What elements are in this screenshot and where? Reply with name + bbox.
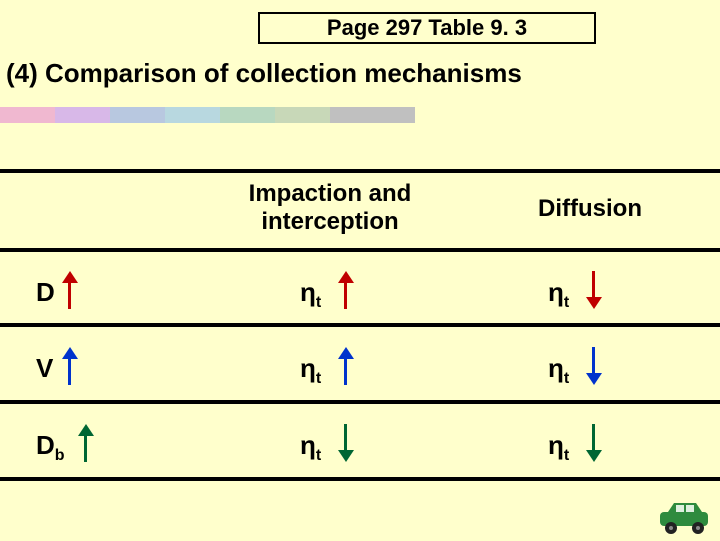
table-cell: ηt xyxy=(548,277,569,312)
row-header: V xyxy=(36,353,53,384)
down-arrow-icon xyxy=(588,424,600,462)
car-icon xyxy=(656,500,716,536)
table-cell: ηt xyxy=(300,430,321,465)
section-title: (4) Comparison of collection mechanisms xyxy=(6,58,522,89)
column-header: Impaction andinterception xyxy=(200,180,460,236)
underline-segment xyxy=(385,107,415,123)
row-header: D xyxy=(36,277,55,308)
table-rule xyxy=(0,477,720,481)
table-rule xyxy=(0,323,720,327)
column-header: Diffusion xyxy=(510,195,670,223)
title-underline xyxy=(0,107,415,123)
up-arrow-icon xyxy=(64,347,76,385)
page-reference: Page 297 Table 9. 3 xyxy=(258,12,596,44)
down-arrow-icon xyxy=(340,424,352,462)
table-cell: ηt xyxy=(300,353,321,388)
underline-segment xyxy=(55,107,110,123)
table-cell: ηt xyxy=(548,430,569,465)
underline-segment xyxy=(165,107,220,123)
up-arrow-icon xyxy=(340,271,352,309)
table-cell: ηt xyxy=(548,353,569,388)
row-header: Db xyxy=(36,430,65,465)
underline-segment xyxy=(330,107,385,123)
table-rule xyxy=(0,400,720,404)
up-arrow-icon xyxy=(80,424,92,462)
underline-segment xyxy=(110,107,165,123)
table-rule xyxy=(0,169,720,173)
table-rule xyxy=(0,248,720,252)
underline-segment xyxy=(220,107,275,123)
up-arrow-icon xyxy=(340,347,352,385)
up-arrow-icon xyxy=(64,271,76,309)
down-arrow-icon xyxy=(588,271,600,309)
underline-segment xyxy=(0,107,55,123)
down-arrow-icon xyxy=(588,347,600,385)
table-cell: ηt xyxy=(300,277,321,312)
underline-segment xyxy=(275,107,330,123)
